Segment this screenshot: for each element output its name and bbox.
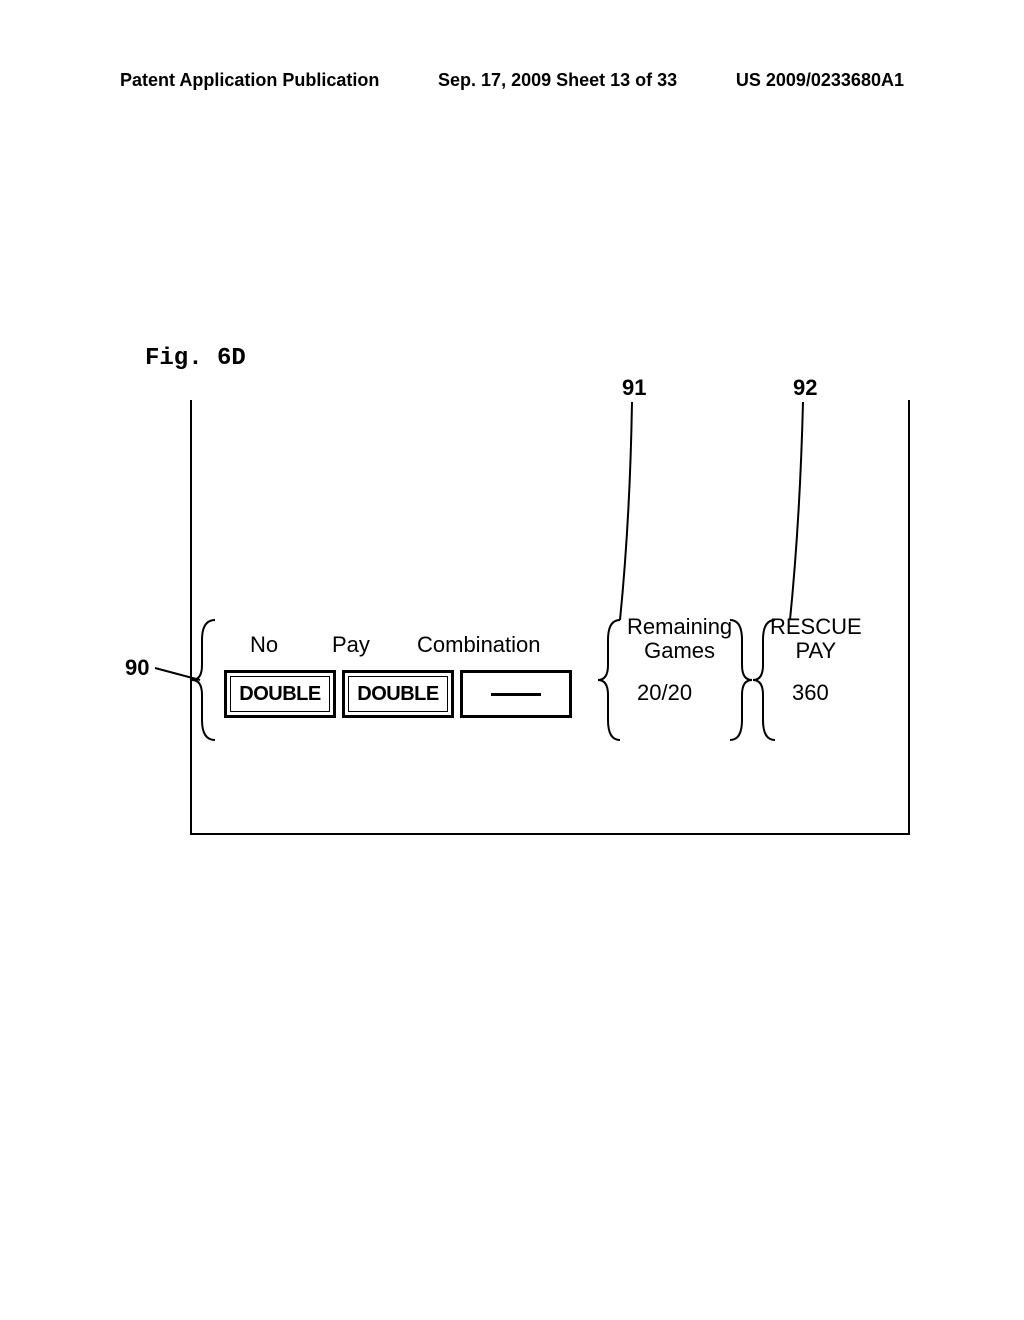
page-header: Patent Application Publication Sep. 17, … [0,70,1024,91]
label-pay: Pay [332,632,370,658]
figure-label: Fig. 6D [145,345,246,372]
reel-2: DOUBLE [342,670,454,718]
header-center: Sep. 17, 2009 Sheet 13 of 33 [438,70,677,91]
header-right: US 2009/0233680A1 [736,70,904,91]
value-remaining-games: 20/20 [637,680,692,706]
reel-1: DOUBLE [224,670,336,718]
label-remaining-line1: Remaining [627,614,732,639]
reel-row: DOUBLE DOUBLE [224,670,572,718]
label-combination: Combination [417,632,541,658]
reference-92: 92 [793,375,817,401]
reel-3-dash-icon [491,693,541,696]
label-remaining-line2: Games [644,638,715,663]
reference-90: 90 [125,655,149,681]
reel-3 [460,670,572,718]
label-rescue-line1: RESCUE [770,614,862,639]
reel-2-inner [348,676,448,712]
label-rescue-line2: PAY [795,638,836,663]
reference-91: 91 [622,375,646,401]
label-remaining-games: Remaining Games [627,615,732,663]
page: Patent Application Publication Sep. 17, … [0,0,1024,1320]
diagram-frame: No Pay Combination Remaining Games RESCU… [190,400,910,835]
label-rescue-pay: RESCUE PAY [770,615,862,663]
value-rescue-pay: 360 [792,680,829,706]
label-no: No [250,632,278,658]
reel-1-inner [230,676,330,712]
header-left: Patent Application Publication [120,70,379,91]
